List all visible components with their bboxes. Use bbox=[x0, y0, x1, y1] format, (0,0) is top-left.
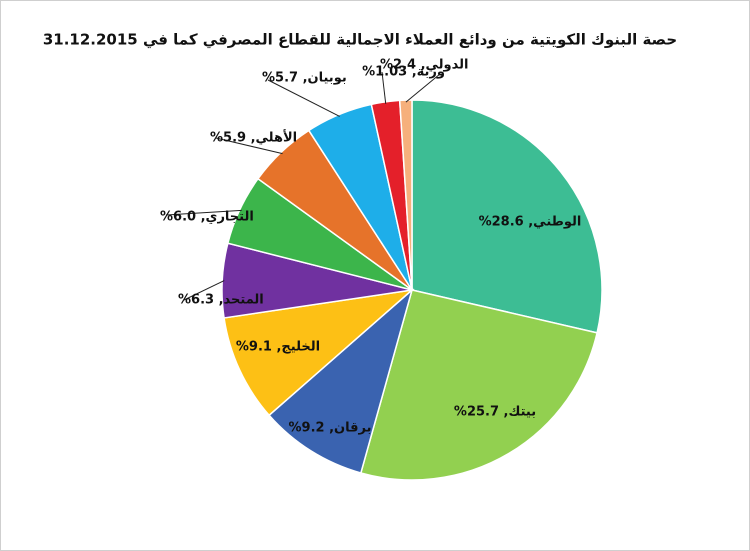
data-label: الدولي, 2.4% bbox=[380, 58, 469, 73]
leader-line bbox=[165, 209, 242, 216]
leader-line bbox=[267, 79, 340, 117]
chart-title: حصة البنوك الكويتية من ودائع العملاء الا… bbox=[43, 31, 677, 49]
leader-line bbox=[405, 73, 441, 103]
pie-slice bbox=[398, 99, 413, 291]
pie-slice bbox=[268, 287, 414, 474]
leader-line bbox=[381, 71, 387, 104]
data-label: المتحد, 6.3% bbox=[178, 293, 264, 308]
leader-line bbox=[215, 137, 283, 155]
pie-slice bbox=[359, 289, 599, 481]
data-label: بوبيان, 5.7% bbox=[262, 71, 347, 86]
data-label: برقان, 9.2% bbox=[289, 421, 372, 436]
data-label: بيتك, 25.7% bbox=[454, 405, 536, 420]
pie-slice bbox=[223, 288, 415, 417]
data-label: وربة, 1.03% bbox=[362, 65, 445, 80]
data-label: الأهلي, 5.9% bbox=[210, 129, 297, 146]
data-label: التجاري, 6.0% bbox=[160, 210, 254, 225]
leader-line bbox=[183, 280, 225, 301]
pie-slice bbox=[411, 99, 603, 334]
data-label: الخليج, 9.1% bbox=[236, 340, 320, 355]
data-label: الوطني, 28.6% bbox=[479, 215, 582, 230]
